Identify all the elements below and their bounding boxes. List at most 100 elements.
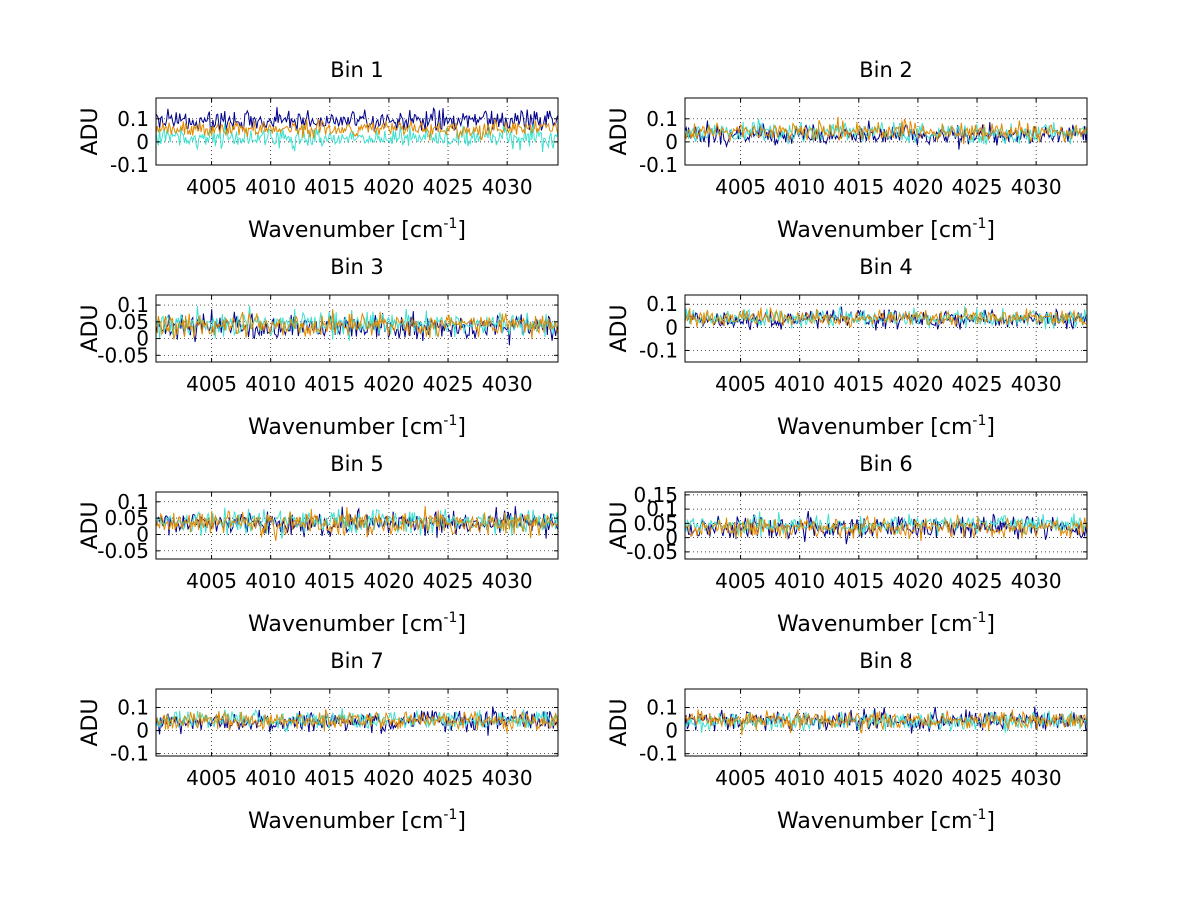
x-tick-label: 4025 [952, 766, 1003, 790]
chart-title: Bin 6 [859, 452, 913, 476]
series-line-orange [685, 307, 1087, 328]
chart-panel-8: 4005 4010 4015 4020 4025 4030 -0.100.1 Bin 8 ADU… [607, 649, 1088, 834]
x-tick-label: 4005 [186, 175, 237, 199]
y-tick-label: 0.05 [633, 511, 678, 535]
y-axis-label: ADU [78, 107, 103, 155]
x-tick-label: 4025 [952, 175, 1003, 199]
x-tick-label: 4025 [423, 766, 474, 790]
chart-panel-4: 4005 4010 4015 4020 4025 4030 -0.100.1 Bin 4 ADU… [607, 255, 1088, 440]
chart-title: Bin 3 [330, 255, 384, 279]
series-line-turquoise [685, 118, 1087, 145]
x-tick-label: 4030 [1011, 569, 1062, 593]
series-line-orange [685, 116, 1087, 145]
x-tick-label: 4020 [892, 569, 943, 593]
x-tick-label: 4030 [1011, 372, 1062, 396]
x-tick-label: 4015 [304, 766, 355, 790]
y-tick-label: 0.05 [104, 506, 149, 530]
x-tick-label: 4025 [423, 372, 474, 396]
y-tick-label: -0.1 [639, 338, 678, 362]
series-line-turquoise [156, 123, 558, 153]
x-tick-label: 4015 [833, 766, 884, 790]
y-tick-label: 0.1 [646, 695, 678, 719]
y-tick-label: -0.1 [110, 153, 149, 177]
series-line-turquoise [685, 710, 1087, 733]
x-tick-label: 4025 [423, 175, 474, 199]
x-tick-label: 4005 [715, 766, 766, 790]
chart-title: Bin 2 [859, 58, 913, 82]
y-axis-label: ADU [78, 698, 103, 746]
series-line-blue [156, 106, 558, 133]
x-tick-label: 4020 [363, 175, 414, 199]
x-tick-label: 4030 [1011, 766, 1062, 790]
y-tick-label: 0.1 [646, 292, 678, 316]
x-tick-label: 4015 [304, 175, 355, 199]
x-tick-label: 4010 [774, 569, 825, 593]
x-axis-label: Wavenumber [cm-1] [248, 413, 466, 440]
x-tick-label: 4025 [952, 372, 1003, 396]
x-tick-label: 4010 [774, 372, 825, 396]
axes-frame [684, 97, 1088, 166]
x-tick-label: 4010 [245, 766, 296, 790]
y-tick-label: 0.1 [646, 497, 678, 521]
chart-title: Bin 5 [330, 452, 384, 476]
chart-title: Bin 4 [859, 255, 913, 279]
x-tick-label: 4030 [482, 372, 533, 396]
x-axis-label: Wavenumber [cm-1] [777, 216, 995, 243]
chart-title: Bin 8 [859, 649, 913, 673]
x-tick-label: 4015 [833, 372, 884, 396]
series-line-turquoise [685, 305, 1087, 330]
y-axis-label: ADU [78, 501, 103, 549]
y-tick-label: -0.05 [97, 343, 149, 367]
series-line-orange [685, 709, 1087, 736]
series-line-orange [156, 709, 558, 733]
x-tick-label: 4005 [186, 372, 237, 396]
chart-panel-1: 4005 4010 4015 4020 4025 4030 -0.100.1 Bin 1 ADU… [78, 58, 559, 243]
y-tick-label: 0 [136, 130, 149, 154]
y-axis-label: ADU [607, 107, 632, 155]
x-tick-label: 4020 [892, 372, 943, 396]
plot-area [156, 98, 558, 165]
x-axis-label: Wavenumber [cm-1] [248, 216, 466, 243]
x-tick-label: 4030 [482, 175, 533, 199]
x-tick-label: 4015 [833, 569, 884, 593]
x-tick-label: 4020 [363, 766, 414, 790]
x-axis-label: Wavenumber [cm-1] [777, 610, 995, 637]
y-tick-label: 0.15 [633, 483, 678, 507]
x-tick-label: 4020 [892, 766, 943, 790]
series-line-orange [156, 308, 558, 340]
x-tick-label: 4025 [952, 569, 1003, 593]
y-tick-label: 0 [665, 315, 678, 339]
y-tick-label: 0.1 [117, 107, 149, 131]
chart-panel-7: 4005 4010 4015 4020 4025 4030 -0.100.1 Bin 7 ADU… [78, 649, 559, 834]
x-tick-label: 4010 [774, 175, 825, 199]
y-tick-label: 0.1 [646, 107, 678, 131]
x-axis-label: Wavenumber [cm-1] [777, 807, 995, 834]
x-tick-label: 4010 [774, 766, 825, 790]
series-line-orange [156, 505, 558, 541]
x-tick-label: 4015 [833, 175, 884, 199]
y-tick-label: -0.05 [626, 540, 678, 564]
series-line-turquoise [156, 305, 558, 341]
axes-frame [684, 491, 1088, 560]
axes-frame [155, 294, 559, 363]
y-tick-label: 0 [665, 719, 678, 743]
chart-title: Bin 7 [330, 649, 384, 673]
y-tick-label: -0.1 [639, 153, 678, 177]
x-tick-label: 4015 [304, 569, 355, 593]
y-tick-label: -0.05 [97, 539, 149, 563]
x-axis-label: Wavenumber [cm-1] [248, 610, 466, 637]
chart-panel-2: 4005 4010 4015 4020 4025 4030 -0.100.1 Bin 2 ADU… [607, 58, 1088, 243]
x-tick-label: 4005 [186, 569, 237, 593]
series-line-blue [685, 306, 1087, 331]
axes-frame [155, 491, 559, 560]
plot-area [685, 295, 1087, 362]
y-tick-label: -0.1 [110, 742, 149, 766]
x-tick-label: 4020 [892, 175, 943, 199]
axes-frame [155, 688, 559, 757]
y-tick-label: 0 [665, 130, 678, 154]
y-axis-label: ADU [607, 698, 632, 746]
y-tick-label: 0.1 [117, 695, 149, 719]
axes-frame [684, 688, 1088, 757]
